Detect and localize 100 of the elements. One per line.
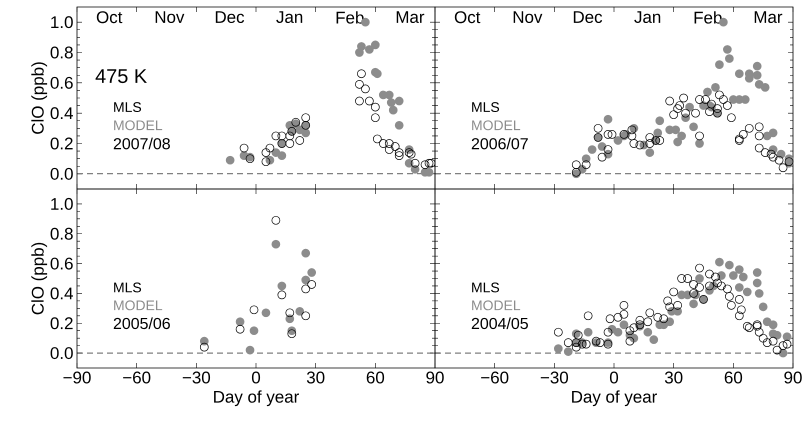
point (774, 156, 784, 165)
y-tick-label: 0.6 (50, 76, 73, 89)
point (636, 140, 644, 150)
y-tick-label: 1.0 (51, 198, 73, 210)
annotation: Oct (96, 11, 122, 24)
point (734, 295, 744, 304)
annotation: Nov (156, 11, 184, 24)
point (655, 136, 664, 145)
point (301, 276, 310, 284)
point (681, 108, 690, 118)
point (734, 265, 744, 274)
point (628, 132, 636, 140)
point (645, 139, 654, 148)
point (588, 145, 596, 154)
point (665, 317, 674, 326)
point (370, 102, 380, 112)
point (272, 216, 280, 225)
point (649, 335, 658, 344)
annotation: 2007/08 (114, 138, 170, 150)
point (669, 288, 678, 296)
point (703, 88, 712, 96)
x-tick-label: 0 (252, 372, 260, 384)
point (754, 132, 764, 140)
point (285, 139, 294, 148)
point (424, 158, 434, 168)
point (236, 324, 244, 334)
point (410, 158, 420, 168)
point (673, 301, 682, 310)
x-tick-label: −30 (540, 372, 568, 384)
point (365, 96, 374, 106)
point (715, 258, 724, 266)
point (752, 62, 762, 70)
point (727, 113, 736, 122)
point (604, 114, 612, 124)
point (685, 102, 694, 112)
legend-label: MLS (472, 282, 500, 292)
point (673, 104, 682, 113)
point (645, 148, 654, 157)
point (606, 314, 614, 324)
point (262, 308, 270, 318)
point (572, 342, 581, 352)
point (734, 283, 744, 292)
point (620, 301, 628, 310)
point (655, 116, 664, 126)
point (643, 317, 652, 326)
point (620, 310, 628, 319)
point (394, 148, 404, 157)
annotation: 2004/05 (472, 317, 528, 330)
point (711, 83, 720, 92)
point (669, 110, 678, 120)
point (679, 94, 688, 102)
point (778, 341, 788, 350)
point (645, 308, 654, 318)
point (278, 290, 286, 300)
y-tick-label: 0.2 (50, 317, 73, 330)
point (665, 302, 674, 312)
point (355, 80, 364, 89)
y-tick-label: 0.4 (50, 107, 73, 120)
point (760, 148, 770, 157)
annotation: 2006/07 (472, 138, 528, 150)
point (754, 144, 764, 152)
x-tick-label: 60 (366, 372, 384, 384)
point (723, 284, 732, 294)
x-axis-title: Day of year (572, 390, 657, 406)
point (742, 322, 752, 331)
point (246, 346, 254, 354)
point (266, 144, 274, 152)
y-tick-label: 0.4 (50, 287, 73, 300)
point (250, 326, 258, 336)
point (226, 156, 234, 165)
text: MODEL (114, 300, 162, 310)
point (596, 338, 604, 347)
point (630, 323, 638, 332)
point (584, 328, 592, 337)
point (711, 272, 720, 282)
x-tick-label: −30 (182, 372, 210, 384)
point (370, 113, 380, 122)
point (725, 292, 734, 301)
point (760, 83, 770, 92)
point (295, 306, 304, 316)
point (738, 130, 748, 139)
point (564, 338, 573, 347)
point (734, 69, 744, 78)
point (564, 347, 573, 356)
point (772, 346, 782, 354)
point (695, 283, 704, 292)
point (659, 314, 668, 324)
point (200, 342, 209, 352)
point (295, 136, 304, 145)
point (705, 282, 714, 290)
point (582, 160, 591, 170)
x-tick-label: 60 (724, 372, 742, 384)
point (287, 329, 296, 338)
point (554, 344, 563, 353)
point (782, 332, 792, 342)
legend-label: MLS (114, 102, 142, 112)
point (604, 130, 612, 139)
point (301, 311, 310, 320)
point (620, 320, 628, 330)
annotation: 2005/06 (114, 317, 170, 330)
